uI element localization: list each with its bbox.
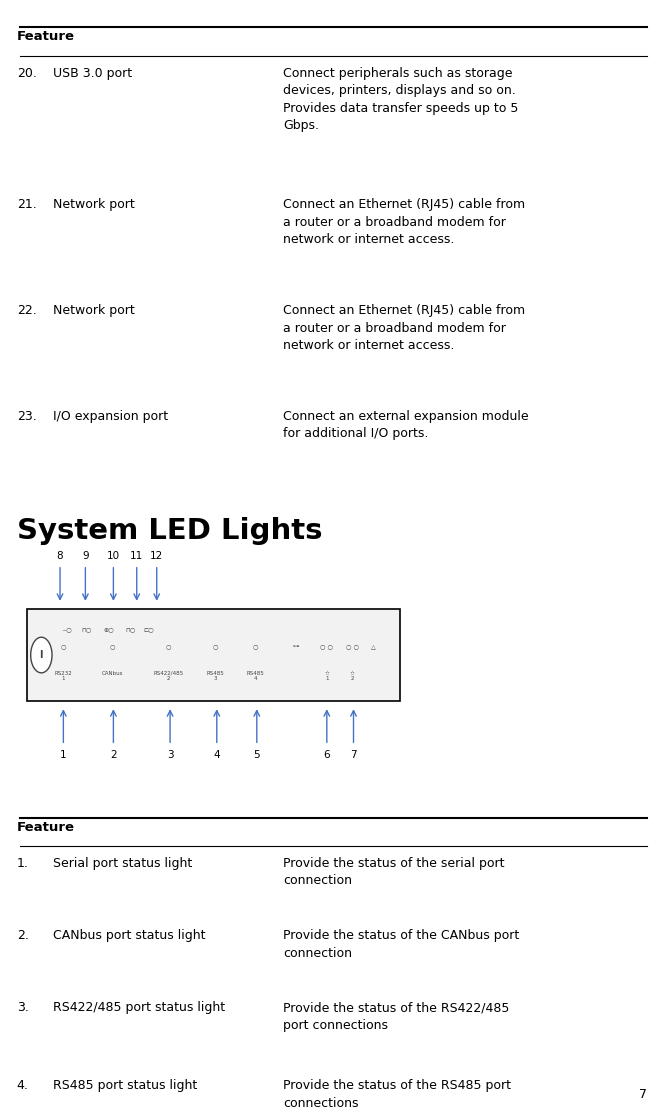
Text: ○: ○: [213, 645, 218, 649]
Text: Provide the status of the serial port
connection: Provide the status of the serial port co…: [283, 857, 505, 887]
Text: ○ ○: ○ ○: [346, 645, 359, 649]
Text: 1: 1: [60, 750, 67, 760]
Text: 7: 7: [350, 750, 357, 760]
Text: 21.: 21.: [17, 198, 37, 212]
Text: ⊶: ⊶: [292, 645, 299, 649]
Text: RS485 port status light: RS485 port status light: [53, 1079, 197, 1093]
Text: RS422/485 port status light: RS422/485 port status light: [53, 1001, 225, 1015]
Text: Connect an external expansion module
for additional I/O ports.: Connect an external expansion module for…: [283, 410, 529, 440]
Text: 23.: 23.: [17, 410, 37, 423]
Text: ⊓○: ⊓○: [81, 627, 92, 632]
Text: Provide the status of the RS422/485
port connections: Provide the status of the RS422/485 port…: [283, 1001, 510, 1032]
Text: 1.: 1.: [17, 857, 29, 870]
Text: ○: ○: [253, 645, 258, 649]
Text: 8: 8: [57, 551, 63, 561]
Text: Network port: Network port: [53, 198, 135, 212]
Text: Connect peripherals such as storage
devices, printers, displays and so on.
Provi: Connect peripherals such as storage devi…: [283, 67, 519, 133]
Text: ⊓○: ⊓○: [125, 627, 135, 632]
Text: Feature: Feature: [17, 821, 75, 834]
Text: CANbus port status light: CANbus port status light: [53, 929, 206, 942]
Text: ⊏○: ⊏○: [143, 627, 154, 632]
Text: 10: 10: [107, 551, 120, 561]
Text: Connect an Ethernet (RJ45) cable from
a router or a broadband modem for
network : Connect an Ethernet (RJ45) cable from a …: [283, 304, 526, 352]
Text: 5: 5: [253, 750, 260, 760]
Text: 11: 11: [130, 551, 143, 561]
Text: ☆
1: ☆ 1: [324, 671, 329, 681]
Text: Provide the status of the CANbus port
connection: Provide the status of the CANbus port co…: [283, 929, 520, 959]
Text: I/O expansion port: I/O expansion port: [53, 410, 169, 423]
Text: 22.: 22.: [17, 304, 37, 317]
Circle shape: [31, 637, 52, 673]
Text: ○ ○: ○ ○: [320, 645, 334, 649]
Text: △: △: [371, 645, 376, 649]
Text: ○: ○: [109, 645, 115, 649]
Text: RS485
4: RS485 4: [247, 671, 264, 681]
Text: Provide the status of the RS485 port
connections: Provide the status of the RS485 port con…: [283, 1079, 512, 1110]
Text: RS485
3: RS485 3: [207, 671, 224, 681]
Text: ○: ○: [61, 645, 66, 649]
Text: System LED Lights: System LED Lights: [17, 517, 322, 545]
Bar: [27, 609, 400, 701]
Text: ○: ○: [166, 645, 171, 649]
Text: ☆
2: ☆ 2: [350, 671, 355, 681]
Text: 3: 3: [167, 750, 173, 760]
Text: 3.: 3.: [17, 1001, 29, 1015]
Text: Serial port status light: Serial port status light: [53, 857, 193, 870]
Text: Network port: Network port: [53, 304, 135, 317]
Text: I: I: [39, 651, 43, 659]
Text: ⊕○: ⊕○: [103, 627, 114, 632]
Text: 4.: 4.: [17, 1079, 29, 1093]
Text: 7: 7: [639, 1087, 647, 1101]
Text: 20.: 20.: [17, 67, 37, 80]
Text: Connect an Ethernet (RJ45) cable from
a router or a broadband modem for
network : Connect an Ethernet (RJ45) cable from a …: [283, 198, 526, 246]
Text: CANbus: CANbus: [101, 671, 123, 675]
Text: 12: 12: [150, 551, 163, 561]
Text: ~○: ~○: [61, 627, 72, 632]
Text: 6: 6: [323, 750, 330, 760]
Text: RS422/485
2: RS422/485 2: [153, 671, 184, 681]
Text: RS232
1: RS232 1: [55, 671, 72, 681]
Text: 4: 4: [213, 750, 220, 760]
Text: Feature: Feature: [17, 30, 75, 43]
Text: 2.: 2.: [17, 929, 29, 942]
Text: USB 3.0 port: USB 3.0 port: [53, 67, 133, 80]
Text: 2: 2: [110, 750, 117, 760]
Text: 9: 9: [82, 551, 89, 561]
